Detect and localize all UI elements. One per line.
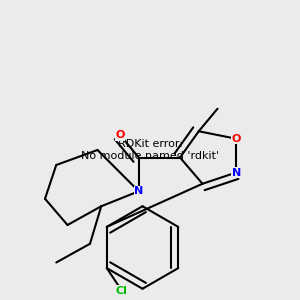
Text: O: O	[232, 134, 241, 144]
Text: N: N	[232, 167, 241, 178]
Text: O: O	[115, 130, 125, 140]
Text: N: N	[134, 186, 143, 196]
Text: RDKit error:
No module named 'rdkit': RDKit error: No module named 'rdkit'	[81, 139, 219, 161]
Text: Cl: Cl	[116, 286, 128, 296]
